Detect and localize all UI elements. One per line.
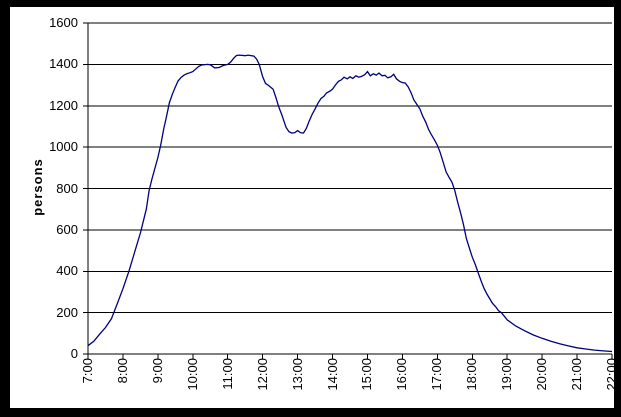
x-tick-label-13:00: 13:00	[289, 358, 305, 391]
x-tick-label-9:00: 9:00	[149, 358, 165, 384]
y-tick-label-800: 800	[56, 180, 78, 196]
x-tick-label-12:00: 12:00	[254, 358, 270, 391]
data-series-line-persons	[87, 54, 613, 353]
y-tick-label-1600: 1600	[49, 15, 78, 30]
x-tick-label-18:00: 18:00	[464, 358, 480, 391]
y-tick-label-0: 0	[70, 346, 78, 361]
y-tick-label-600: 600	[56, 221, 78, 237]
x-tick-label-7:00: 7:00	[80, 358, 95, 384]
x-tick-label-19:00: 19:00	[499, 358, 515, 391]
y-tick-label-200: 200	[56, 304, 78, 320]
y-tick-label-1400: 1400	[49, 56, 78, 72]
x-tick-label-20:00: 20:00	[534, 358, 550, 391]
x-tick-label-22:00: 22:00	[604, 358, 619, 391]
y-tick-label-1000: 1000	[49, 139, 78, 155]
x-tick-label-15:00: 15:00	[359, 358, 375, 391]
x-tick-label-10:00: 10:00	[184, 358, 200, 391]
x-tick-label-16:00: 16:00	[394, 358, 410, 391]
chart-canvas	[10, 7, 614, 408]
y-tick-label-1200: 1200	[49, 97, 78, 113]
x-tick-label-11:00: 11:00	[219, 358, 235, 390]
y-tick-label-400: 400	[56, 263, 78, 279]
x-tick-label-14:00: 14:00	[324, 358, 340, 391]
x-tick-label-17:00: 17:00	[429, 358, 445, 391]
x-tick-label-8:00: 8:00	[114, 358, 130, 384]
x-tick-label-21:00: 21:00	[569, 358, 585, 391]
